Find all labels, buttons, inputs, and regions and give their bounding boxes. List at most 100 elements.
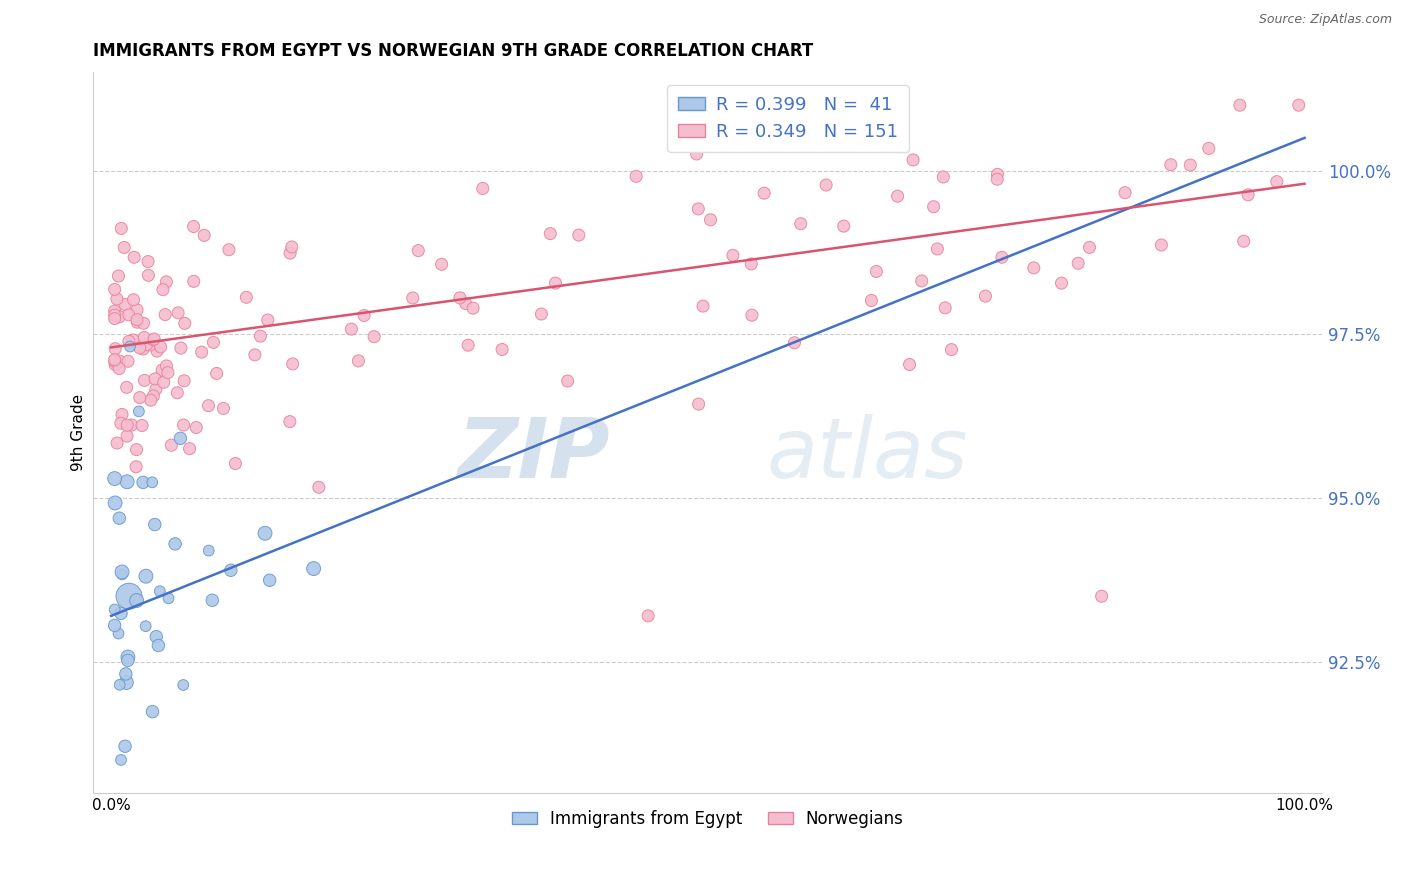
Point [155,275,177,289]
Point [224,457,246,471]
Point [471,181,494,195]
Point [104,618,127,632]
Point [190,345,212,359]
Point [143,372,166,386]
Point [173,317,195,331]
Point [118,308,141,322]
Text: IMMIGRANTS FROM EGYPT VS NORWEGIAN 9TH GRADE CORRELATION CHART: IMMIGRANTS FROM EGYPT VS NORWEGIAN 9TH G… [93,42,814,60]
Point [128,391,150,405]
Point [986,172,1008,186]
Point [741,308,763,322]
Point [121,417,143,432]
Point [302,561,325,575]
Point [142,333,165,347]
Point [491,343,513,357]
Point [138,268,160,283]
Point [104,358,127,372]
Point [353,309,375,323]
Point [1180,158,1202,172]
Point [568,228,591,243]
Point [122,333,145,347]
Point [557,374,579,388]
Point [927,242,949,256]
Point [692,299,714,313]
Point [457,338,479,352]
Point [986,167,1008,181]
Point [104,602,127,616]
Legend: Immigrants from Egypt, Norwegians: Immigrants from Egypt, Norwegians [505,804,910,835]
Point [685,147,707,161]
Point [115,667,138,681]
Point [212,401,235,416]
Point [132,316,155,330]
Point [281,357,304,371]
Point [699,212,721,227]
Point [165,537,187,551]
Point [449,291,471,305]
Point [105,292,128,306]
Point [783,335,806,350]
Point [278,415,301,429]
Point [125,593,148,607]
Point [117,650,139,665]
Point [111,565,134,579]
Point [127,315,149,329]
Point [108,361,131,376]
Point [107,626,129,640]
Point [1091,589,1114,603]
Point [1265,175,1288,189]
Point [149,584,172,599]
Point [740,257,762,271]
Point [104,496,127,510]
Point [104,282,127,296]
Point [153,308,176,322]
Point [111,567,134,582]
Point [122,293,145,307]
Point [110,607,132,621]
Point [166,385,188,400]
Point [143,517,166,532]
Point [197,543,219,558]
Point [911,274,934,288]
Point [253,526,276,541]
Point [363,329,385,343]
Point [105,436,128,450]
Point [152,376,174,390]
Point [108,511,131,525]
Point [1160,158,1182,172]
Point [544,276,567,290]
Point [115,429,138,443]
Point [104,342,127,356]
Point [131,418,153,433]
Point [790,217,813,231]
Point [115,475,138,489]
Point [132,342,155,356]
Point [145,630,167,644]
Point [139,338,162,352]
Point [815,178,838,192]
Point [898,358,921,372]
Point [278,246,301,260]
Text: atlas: atlas [766,414,969,495]
Point [173,417,195,432]
Point [104,304,127,318]
Point [454,296,477,310]
Point [118,334,141,349]
Point [932,169,955,184]
Point [111,408,134,422]
Point [1229,98,1251,112]
Point [104,308,127,322]
Text: Source: ZipAtlas.com: Source: ZipAtlas.com [1258,13,1392,27]
Point [201,593,224,607]
Point [922,200,945,214]
Point [1067,256,1090,270]
Point [132,475,155,490]
Point [115,675,138,690]
Point [152,283,174,297]
Point [637,608,659,623]
Point [108,354,131,368]
Point [104,354,127,368]
Point [832,219,855,233]
Point [173,374,195,388]
Point [156,366,179,380]
